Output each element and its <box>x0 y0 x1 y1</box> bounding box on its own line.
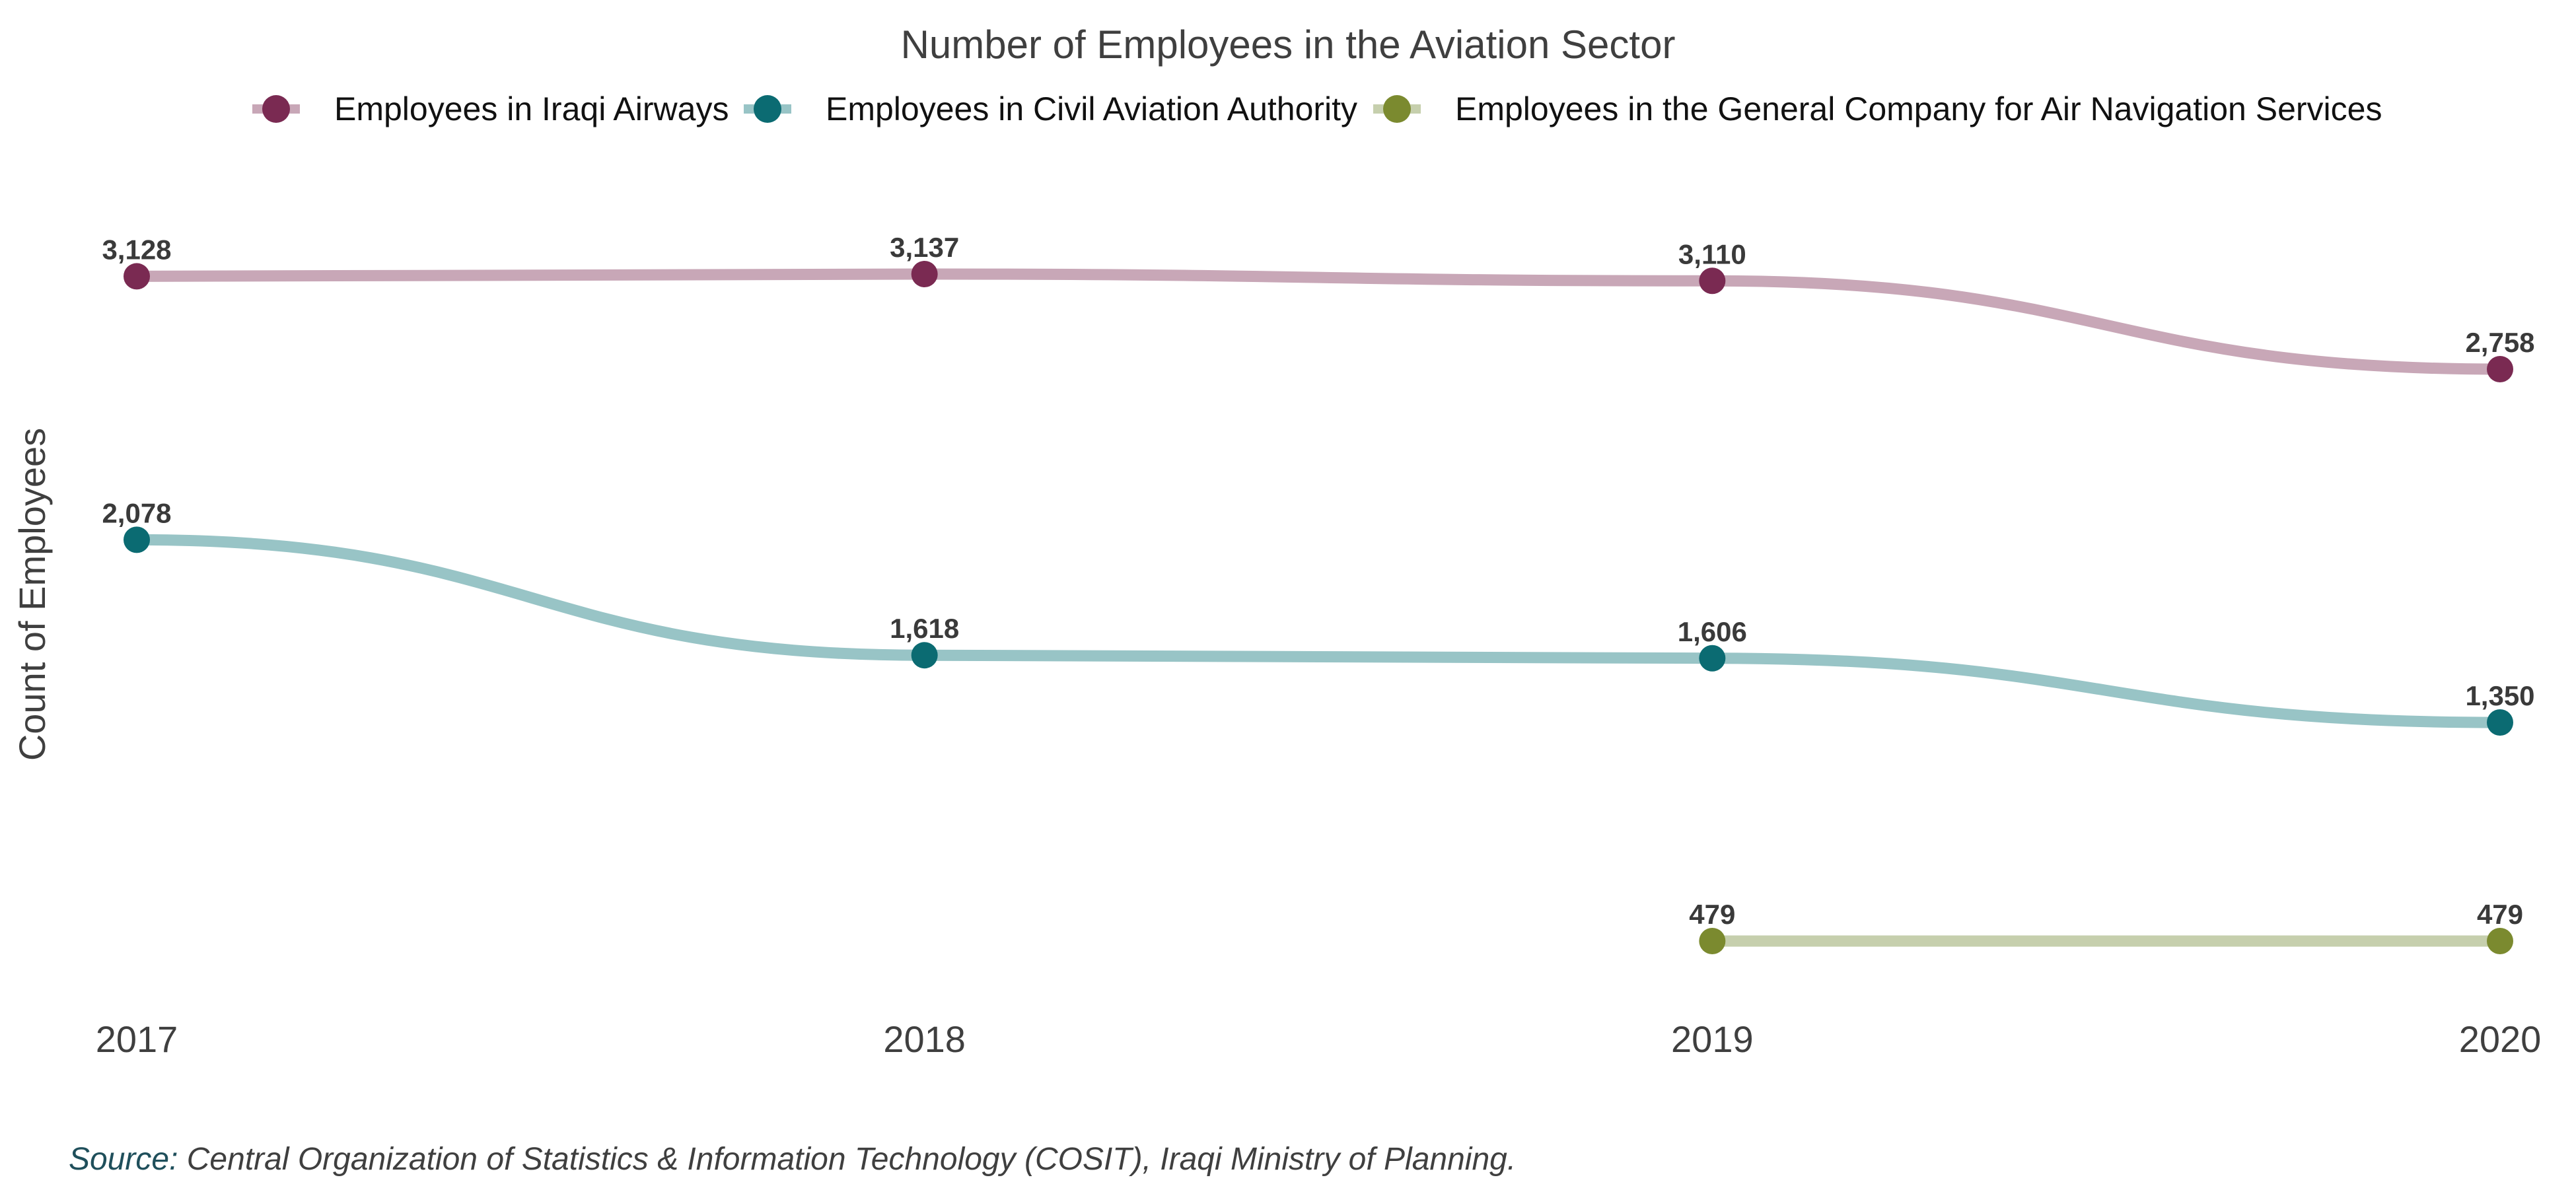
legend-label-air-navigation-services: Employees in the General Company for Air… <box>1455 90 2382 127</box>
data-label-iraqi-airways-2018: 3,137 <box>890 232 959 263</box>
x-axis-ticks: 2017 2018 2019 2020 <box>96 1018 2542 1060</box>
data-point-civil-aviation-authority-2018 <box>911 642 938 669</box>
y-axis-label: Count of Employees <box>11 428 53 761</box>
series-line-iraqi-airways <box>131 268 2506 375</box>
data-label-civil-aviation-authority-2017: 2,078 <box>102 497 171 528</box>
data-point-iraqi-airways-2017 <box>124 263 150 290</box>
legend-swatch-dot-air-navigation-services <box>1383 95 1411 123</box>
legend-swatch-dot-iraqi-airways <box>262 95 290 123</box>
source-note: Source: Central Organization of Statisti… <box>69 1141 1516 1177</box>
data-point-iraqi-airways-2018 <box>911 261 938 287</box>
x-tick-label-2017: 2017 <box>96 1018 178 1060</box>
data-point-civil-aviation-authority-2020 <box>2487 709 2513 736</box>
data-label-iraqi-airways-2017: 3,128 <box>102 234 171 265</box>
source-prefix: Source: <box>69 1142 178 1177</box>
x-tick-label-2018: 2018 <box>883 1018 966 1060</box>
data-label-air-navigation-services-2020: 479 <box>2477 899 2523 930</box>
x-tick-label-2020: 2020 <box>2459 1018 2542 1060</box>
series-line-civil-aviation-authority <box>131 534 2506 728</box>
data-label-civil-aviation-authority-2019: 1,606 <box>1678 616 1747 647</box>
data-label-air-navigation-services-2019: 479 <box>1689 899 1735 930</box>
legend-label-iraqi-airways: Employees in Iraqi Airways <box>334 90 729 127</box>
data-point-civil-aviation-authority-2017 <box>124 526 150 553</box>
chart-title: Number of Employees in the Aviation Sect… <box>901 22 1676 67</box>
data-point-civil-aviation-authority-2019 <box>1699 645 1726 672</box>
series-points <box>124 261 2513 954</box>
legend-label-civil-aviation-authority: Employees in Civil Aviation Authority <box>826 90 1357 127</box>
data-label-civil-aviation-authority-2020: 1,350 <box>2465 680 2534 711</box>
data-labels: 3,128 3,137 3,110 2,758 2,078 1,618 1,606 1,350… <box>102 232 2534 930</box>
data-point-air-navigation-services-2020 <box>2487 928 2513 954</box>
data-label-iraqi-airways-2020: 2,758 <box>2465 327 2534 358</box>
legend-swatch-dot-civil-aviation-authority <box>754 95 781 123</box>
legend: Employees in Iraqi Airways Employees in C… <box>252 90 2382 127</box>
data-point-iraqi-airways-2020 <box>2487 356 2513 383</box>
data-point-iraqi-airways-2019 <box>1699 267 1726 295</box>
series-lines <box>131 268 2506 947</box>
data-label-iraqi-airways-2019: 3,110 <box>1678 238 1746 269</box>
x-tick-label-2019: 2019 <box>1671 1018 1754 1060</box>
data-label-civil-aviation-authority-2018: 1,618 <box>890 613 959 644</box>
source-text: Central Organization of Statistics & Inf… <box>178 1142 1517 1177</box>
data-point-air-navigation-services-2019 <box>1699 928 1726 954</box>
